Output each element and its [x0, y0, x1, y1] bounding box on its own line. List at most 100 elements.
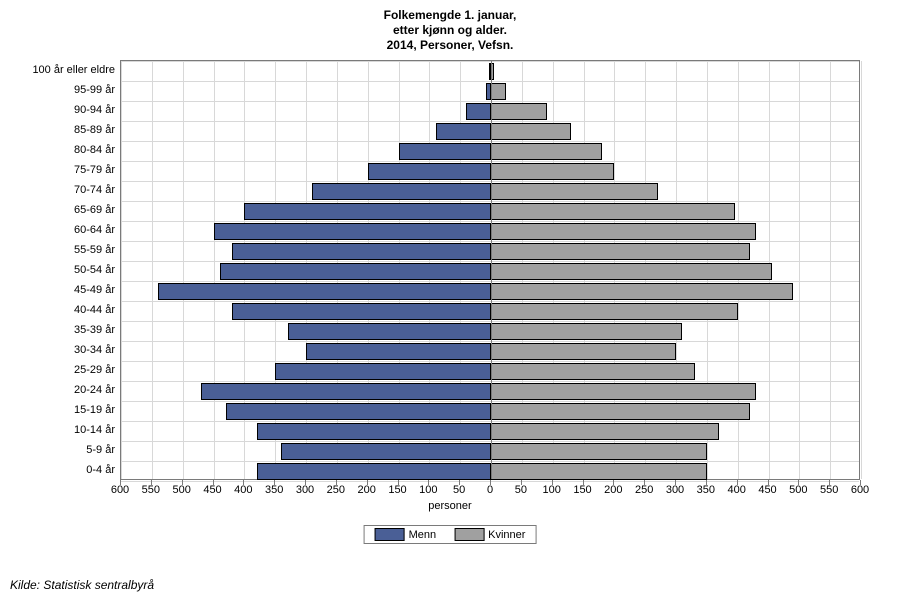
bar-kvinner — [491, 343, 676, 360]
bar-kvinner — [491, 463, 707, 480]
legend-swatch-menn — [375, 528, 405, 541]
x-tick-label: 250 — [635, 484, 653, 496]
bar-kvinner — [491, 203, 735, 220]
y-tick-label: 35-39 år — [5, 324, 115, 336]
y-tick-label: 0-4 år — [5, 464, 115, 476]
bar-menn — [232, 243, 491, 260]
bar-kvinner — [491, 403, 750, 420]
zero-line — [491, 61, 492, 479]
x-tick-label: 200 — [604, 484, 622, 496]
x-tick-label: 400 — [234, 484, 252, 496]
y-tick-label: 65-69 år — [5, 204, 115, 216]
x-tick-label: 550 — [142, 484, 160, 496]
legend-label-menn: Menn — [409, 529, 437, 541]
grid-vline — [121, 61, 122, 479]
x-tick-label: 250 — [327, 484, 345, 496]
bar-menn — [257, 423, 491, 440]
x-tick-label: 600 — [851, 484, 869, 496]
y-tick-label: 50-54 år — [5, 264, 115, 276]
bar-menn — [312, 183, 491, 200]
x-tick-label: 100 — [542, 484, 560, 496]
y-tick-label: 70-74 år — [5, 184, 115, 196]
x-tick-label: 450 — [203, 484, 221, 496]
y-tick-label: 20-24 år — [5, 384, 115, 396]
bar-kvinner — [491, 423, 719, 440]
bar-menn — [466, 103, 491, 120]
x-axis-label: personer — [0, 500, 900, 512]
x-tick-label: 500 — [789, 484, 807, 496]
bar-kvinner — [491, 443, 707, 460]
x-tick-label: 50 — [515, 484, 527, 496]
bar-kvinner — [491, 103, 547, 120]
bar-kvinner — [491, 303, 738, 320]
grid-vline — [183, 61, 184, 479]
legend-item-kvinner: Kvinner — [454, 528, 525, 541]
bar-menn — [257, 463, 491, 480]
bar-menn — [368, 163, 491, 180]
bar-menn — [158, 283, 491, 300]
y-tick-label: 10-14 år — [5, 424, 115, 436]
y-tick-label: 45-49 år — [5, 284, 115, 296]
x-tick-label: 0 — [487, 484, 493, 496]
bar-kvinner — [491, 363, 695, 380]
bar-kvinner — [491, 283, 793, 300]
bar-kvinner — [491, 83, 506, 100]
chart-title: Folkemengde 1. januar, etter kjønn og al… — [0, 8, 900, 53]
x-tick-label: 400 — [727, 484, 745, 496]
x-tick-label: 500 — [172, 484, 190, 496]
bar-kvinner — [491, 323, 682, 340]
y-tick-label: 80-84 år — [5, 144, 115, 156]
x-tick-label: 350 — [697, 484, 715, 496]
y-tick-label: 40-44 år — [5, 304, 115, 316]
grid-vline — [799, 61, 800, 479]
grid-vline — [214, 61, 215, 479]
x-tick-label: 150 — [573, 484, 591, 496]
grid-vline — [152, 61, 153, 479]
bar-menn — [436, 123, 492, 140]
x-tick-label: 50 — [453, 484, 465, 496]
x-tick-label: 300 — [296, 484, 314, 496]
y-tick-label: 85-89 år — [5, 124, 115, 136]
y-tick-label: 75-79 år — [5, 164, 115, 176]
x-tick-label: 100 — [419, 484, 437, 496]
bar-kvinner — [491, 123, 571, 140]
y-tick-label: 5-9 år — [5, 444, 115, 456]
bar-menn — [399, 143, 492, 160]
bar-kvinner — [491, 183, 658, 200]
y-tick-label: 100 år eller eldre — [5, 64, 115, 76]
bar-kvinner — [491, 243, 750, 260]
x-tick-label: 300 — [666, 484, 684, 496]
bar-kvinner — [491, 223, 756, 240]
bar-menn — [275, 363, 491, 380]
x-tick-label: 150 — [388, 484, 406, 496]
x-tick-label: 550 — [820, 484, 838, 496]
y-tick-label: 90-94 år — [5, 104, 115, 116]
bar-kvinner — [491, 143, 602, 160]
bar-menn — [288, 323, 492, 340]
bar-menn — [281, 443, 491, 460]
plot-area — [120, 60, 860, 480]
grid-vline — [861, 61, 862, 479]
y-tick-label: 15-19 år — [5, 404, 115, 416]
bar-menn — [306, 343, 491, 360]
y-tick-label: 30-34 år — [5, 344, 115, 356]
bar-kvinner — [491, 263, 772, 280]
bar-kvinner — [491, 383, 756, 400]
bar-menn — [201, 383, 491, 400]
legend: Menn Kvinner — [364, 525, 537, 544]
y-tick-label: 25-29 år — [5, 364, 115, 376]
bar-menn — [244, 203, 491, 220]
x-tick-label: 200 — [357, 484, 375, 496]
y-tick-label: 60-64 år — [5, 224, 115, 236]
bar-menn — [232, 303, 491, 320]
bar-menn — [220, 263, 491, 280]
bar-menn — [214, 223, 492, 240]
bar-menn — [226, 403, 491, 420]
legend-swatch-kvinner — [454, 528, 484, 541]
legend-label-kvinner: Kvinner — [488, 529, 525, 541]
source-text: Kilde: Statistisk sentralbyrå — [10, 578, 154, 592]
y-tick-label: 95-99 år — [5, 84, 115, 96]
bar-kvinner — [491, 163, 614, 180]
y-tick-label: 55-59 år — [5, 244, 115, 256]
x-tick-label: 350 — [265, 484, 283, 496]
